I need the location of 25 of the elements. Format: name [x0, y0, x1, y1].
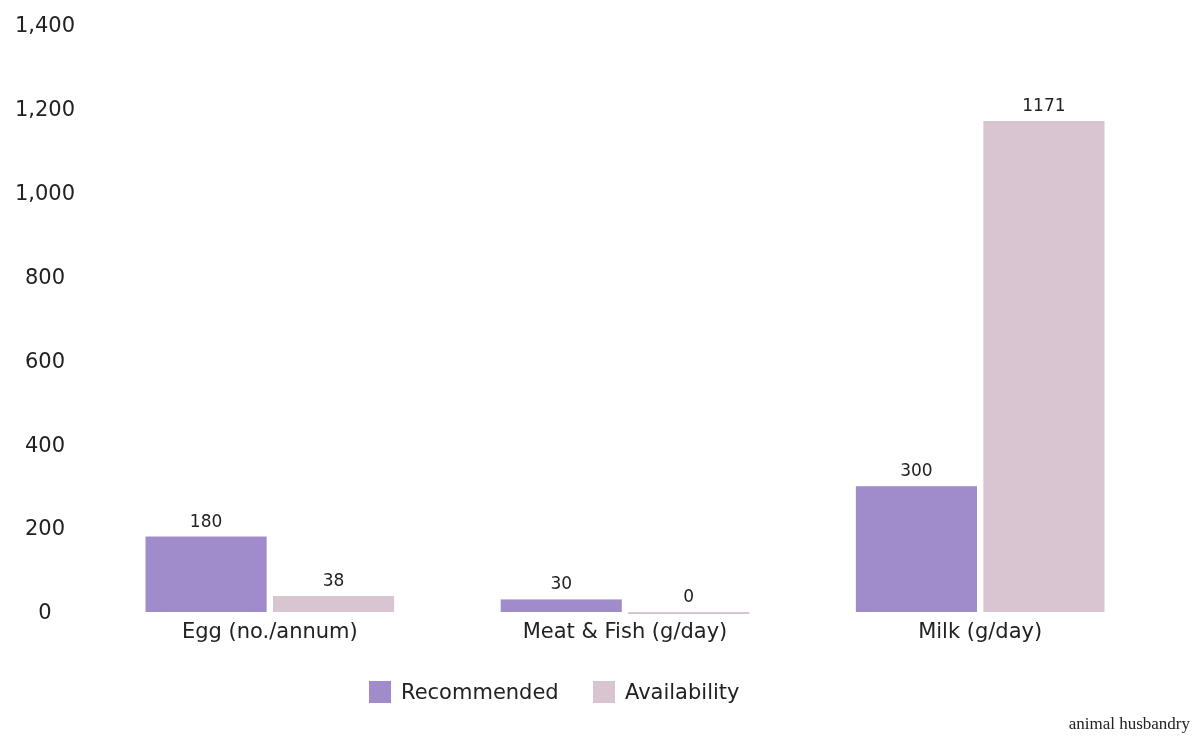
bar	[855, 486, 977, 612]
bar	[500, 599, 622, 612]
y-tick-label: 400	[24, 432, 66, 457]
legend-label: Recommended	[401, 680, 559, 705]
text: animal husbandry	[1068, 714, 1191, 733]
data-label: 1171	[1022, 95, 1066, 116]
y-tick-label: 1,200	[14, 97, 76, 122]
y-tick-label: 600	[24, 348, 66, 373]
bar	[983, 121, 1105, 612]
legend-label: Availability	[625, 680, 740, 705]
y-tick-label: 200	[24, 516, 66, 541]
data-label: 0	[683, 586, 695, 606]
y-tick-label: 0	[38, 600, 52, 625]
y-tick-label: 1,000	[14, 181, 76, 206]
y-tick-label: 1,400	[14, 13, 76, 38]
data-label: 30	[550, 573, 573, 594]
bar	[273, 596, 395, 612]
data-label: 180	[189, 510, 223, 531]
bar	[145, 536, 267, 612]
data-label: 300	[900, 460, 933, 481]
y-tick-label: 800	[24, 264, 66, 289]
x-tick-label: Milk (g/day)	[918, 619, 1043, 643]
x-tick-label: Meat & Fish (g/day)	[522, 619, 728, 643]
data-label: 38	[322, 570, 345, 591]
x-tick-label: Egg (no./annum)	[181, 619, 358, 643]
